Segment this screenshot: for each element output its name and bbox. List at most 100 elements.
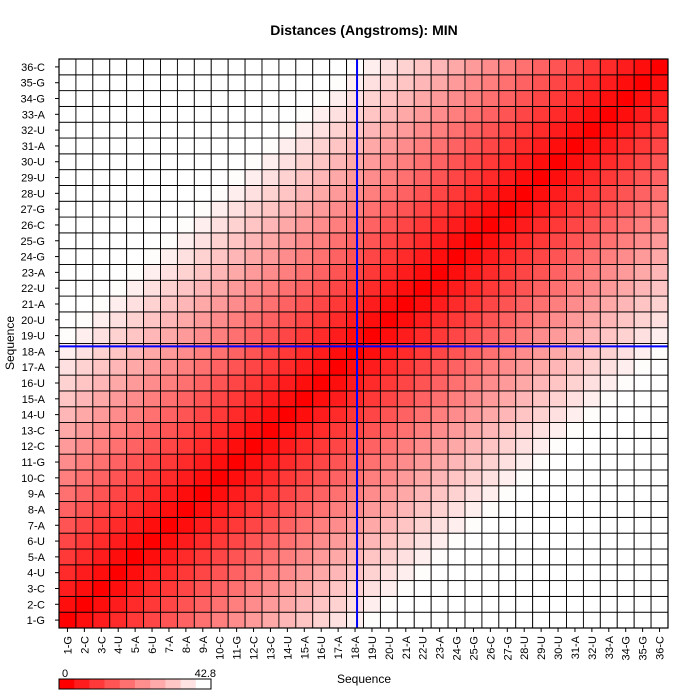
heatmap-cell <box>227 611 246 629</box>
y-tick-label: 8-A <box>28 504 46 516</box>
heatmap-cell <box>650 406 669 423</box>
heatmap-cell <box>481 248 500 265</box>
heatmap-cell <box>498 248 517 265</box>
heatmap-cell <box>515 216 534 234</box>
heatmap-cell <box>143 169 161 186</box>
heatmap-cell <box>312 406 331 423</box>
heatmap-cell <box>109 406 128 423</box>
heatmap-cell <box>413 121 432 139</box>
heatmap-cell <box>278 580 297 597</box>
heatmap-cell <box>227 153 246 171</box>
legend-swatch <box>165 679 181 689</box>
heatmap-cell <box>109 374 128 392</box>
heatmap-cell <box>566 453 584 471</box>
heatmap-cell <box>58 532 77 550</box>
heatmap-cell <box>312 390 331 408</box>
heatmap-cell <box>379 469 398 487</box>
heatmap-cell <box>532 248 551 265</box>
heatmap-cell <box>126 105 145 123</box>
heatmap-cell <box>109 58 128 76</box>
heatmap-cell <box>160 548 178 566</box>
heatmap-cell <box>329 390 348 408</box>
heatmap-cell <box>515 153 534 171</box>
heatmap-cell <box>447 564 466 582</box>
heatmap-cell <box>396 232 415 250</box>
heatmap-cell <box>193 595 212 613</box>
heatmap-cell <box>566 564 584 582</box>
heatmap-cell <box>498 58 517 76</box>
heatmap-cell <box>413 216 432 234</box>
heatmap-cell <box>261 422 280 439</box>
heatmap-cell <box>396 469 415 487</box>
heatmap-cell <box>176 564 195 582</box>
heatmap-cell <box>582 74 601 92</box>
heatmap-cell <box>633 611 652 629</box>
heatmap-cell <box>92 516 111 534</box>
heatmap-cell <box>312 501 331 518</box>
heatmap-cell <box>227 453 246 471</box>
heatmap-cell <box>532 516 551 534</box>
heatmap-cell <box>515 358 534 376</box>
heatmap-cell <box>363 295 381 313</box>
heatmap-cell <box>498 74 517 92</box>
heatmap-cell <box>498 406 517 423</box>
heatmap-cell <box>515 121 534 139</box>
heatmap-cell <box>126 137 145 155</box>
heatmap-cell <box>379 184 398 202</box>
heatmap-cell <box>566 248 584 265</box>
heatmap-cell <box>633 200 652 218</box>
heatmap-cell <box>498 327 517 344</box>
heatmap-cell <box>413 200 432 218</box>
heatmap-cell <box>295 422 314 439</box>
heatmap-cell <box>143 437 161 455</box>
heatmap-cell <box>109 532 128 550</box>
y-tick-label: 26-C <box>21 220 45 232</box>
heatmap-cell <box>261 169 280 186</box>
heatmap-cell <box>312 532 331 550</box>
heatmap-cell <box>549 295 567 313</box>
heatmap-cell <box>176 58 195 76</box>
heatmap-cell <box>481 279 500 297</box>
heatmap-cell <box>210 216 229 234</box>
heatmap-cell <box>481 184 500 202</box>
heatmap-cell <box>363 105 381 123</box>
heatmap-cell <box>193 580 212 597</box>
heatmap-cell <box>413 327 432 344</box>
heatmap-cell <box>126 595 145 613</box>
heatmap-cell <box>650 548 669 566</box>
heatmap-cell <box>549 216 567 234</box>
heatmap-cell <box>616 390 635 408</box>
heatmap-cell <box>312 216 331 234</box>
heatmap-cell <box>109 169 128 186</box>
heatmap-cell <box>295 121 314 139</box>
heatmap-cell <box>295 406 314 423</box>
heatmap-cell <box>396 216 415 234</box>
legend-swatch <box>89 679 105 689</box>
heatmap-cell <box>633 374 652 392</box>
heatmap-cell <box>244 327 263 344</box>
heatmap-cell <box>109 580 128 597</box>
heatmap-cell <box>582 611 601 629</box>
heatmap-cell <box>464 216 483 234</box>
heatmap-cell <box>346 184 364 202</box>
heatmap-cell <box>396 184 415 202</box>
heatmap-cell <box>549 311 567 329</box>
heatmap-cell <box>126 216 145 234</box>
heatmap-cell <box>58 295 77 313</box>
heatmap-cell <box>160 406 178 423</box>
heatmap-cell <box>515 564 534 582</box>
heatmap-cell <box>430 279 449 297</box>
heatmap-cell <box>210 137 229 155</box>
heatmap-cell <box>227 422 246 439</box>
heatmap-cell <box>75 90 94 107</box>
heatmap-cell <box>227 74 246 92</box>
x-tick-label: 5-A <box>130 635 142 653</box>
heatmap-cell <box>261 548 280 566</box>
heatmap-cell <box>312 437 331 455</box>
heatmap-cell <box>481 595 500 613</box>
heatmap-cell <box>633 437 652 455</box>
color-legend <box>58 678 212 690</box>
heatmap-cell <box>566 532 584 550</box>
heatmap-cell <box>346 232 364 250</box>
heatmap-cell <box>312 58 331 76</box>
